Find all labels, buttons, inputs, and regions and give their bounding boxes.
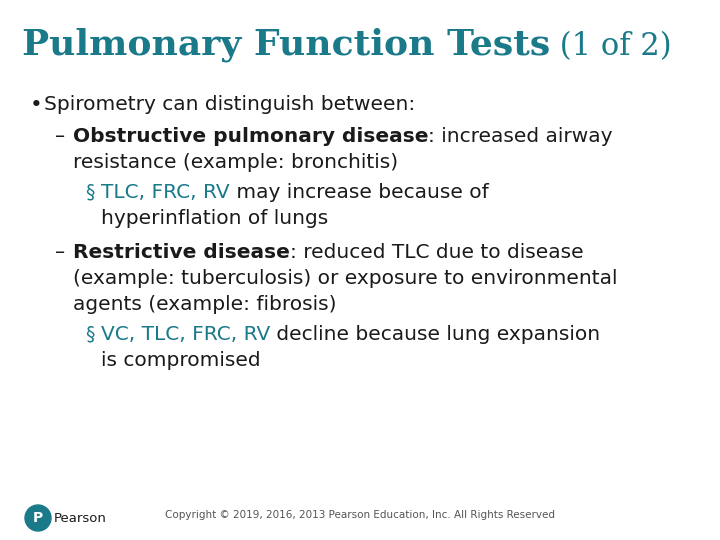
Text: Copyright © 2019, 2016, 2013 Pearson Education, Inc. All Rights Reserved: Copyright © 2019, 2016, 2013 Pearson Edu… [165, 510, 555, 520]
Text: •: • [30, 95, 42, 115]
Text: Restrictive disease: Restrictive disease [73, 243, 290, 262]
Text: Spirometry can distinguish between:: Spirometry can distinguish between: [44, 95, 415, 114]
Text: may increase because of: may increase because of [230, 183, 488, 202]
Text: (1 of 2): (1 of 2) [550, 31, 672, 62]
Text: P: P [33, 511, 43, 525]
Text: –: – [55, 127, 65, 146]
Text: §: § [85, 325, 94, 344]
Text: VC, TLC, FRC, RV: VC, TLC, FRC, RV [101, 325, 270, 344]
Circle shape [25, 505, 51, 531]
Text: Pulmonary Function Tests: Pulmonary Function Tests [22, 28, 550, 63]
Text: §: § [85, 183, 94, 202]
Text: : increased airway: : increased airway [428, 127, 613, 146]
Text: (example: tuberculosis) or exposure to environmental: (example: tuberculosis) or exposure to e… [73, 269, 618, 288]
Text: is compromised: is compromised [101, 351, 261, 370]
Text: agents (example: fibrosis): agents (example: fibrosis) [73, 295, 336, 314]
Text: –: – [55, 243, 65, 262]
Text: Obstructive pulmonary disease: Obstructive pulmonary disease [73, 127, 428, 146]
Text: hyperinflation of lungs: hyperinflation of lungs [101, 209, 328, 228]
Text: Pearson: Pearson [54, 511, 107, 524]
Text: resistance (example: bronchitis): resistance (example: bronchitis) [73, 153, 398, 172]
Text: decline because lung expansion: decline because lung expansion [270, 325, 600, 344]
Text: : reduced TLC due to disease: : reduced TLC due to disease [290, 243, 583, 262]
Text: TLC, FRC, RV: TLC, FRC, RV [101, 183, 230, 202]
